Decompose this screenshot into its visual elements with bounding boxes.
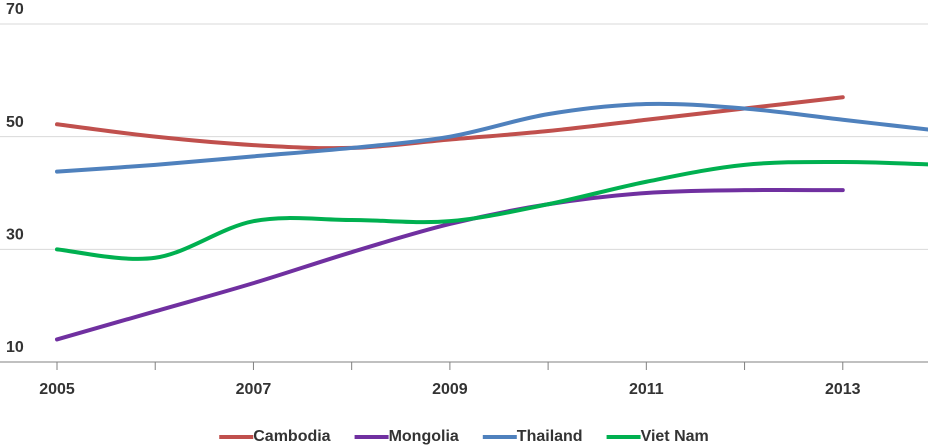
series-line (55, 187, 845, 342)
x-tick-label: 2009 (432, 381, 468, 398)
legend-label: Mongolia (389, 428, 459, 445)
x-tick-label: 2005 (39, 381, 75, 398)
y-tick-label: 70 (6, 1, 24, 18)
y-tick-label: 30 (6, 227, 24, 244)
legend-label: Cambodia (253, 428, 330, 445)
x-tick-label: 2007 (236, 381, 272, 398)
y-tick-label: 10 (6, 339, 24, 356)
legend-label: Thailand (517, 428, 583, 445)
x-tick-label: 2013 (825, 381, 861, 398)
series-line (55, 95, 845, 151)
legend-label: Viet Nam (641, 428, 709, 445)
y-tick-label: 50 (6, 114, 24, 131)
series-line (55, 101, 928, 174)
series-line (55, 159, 928, 261)
x-tick-label: 2011 (629, 381, 664, 398)
